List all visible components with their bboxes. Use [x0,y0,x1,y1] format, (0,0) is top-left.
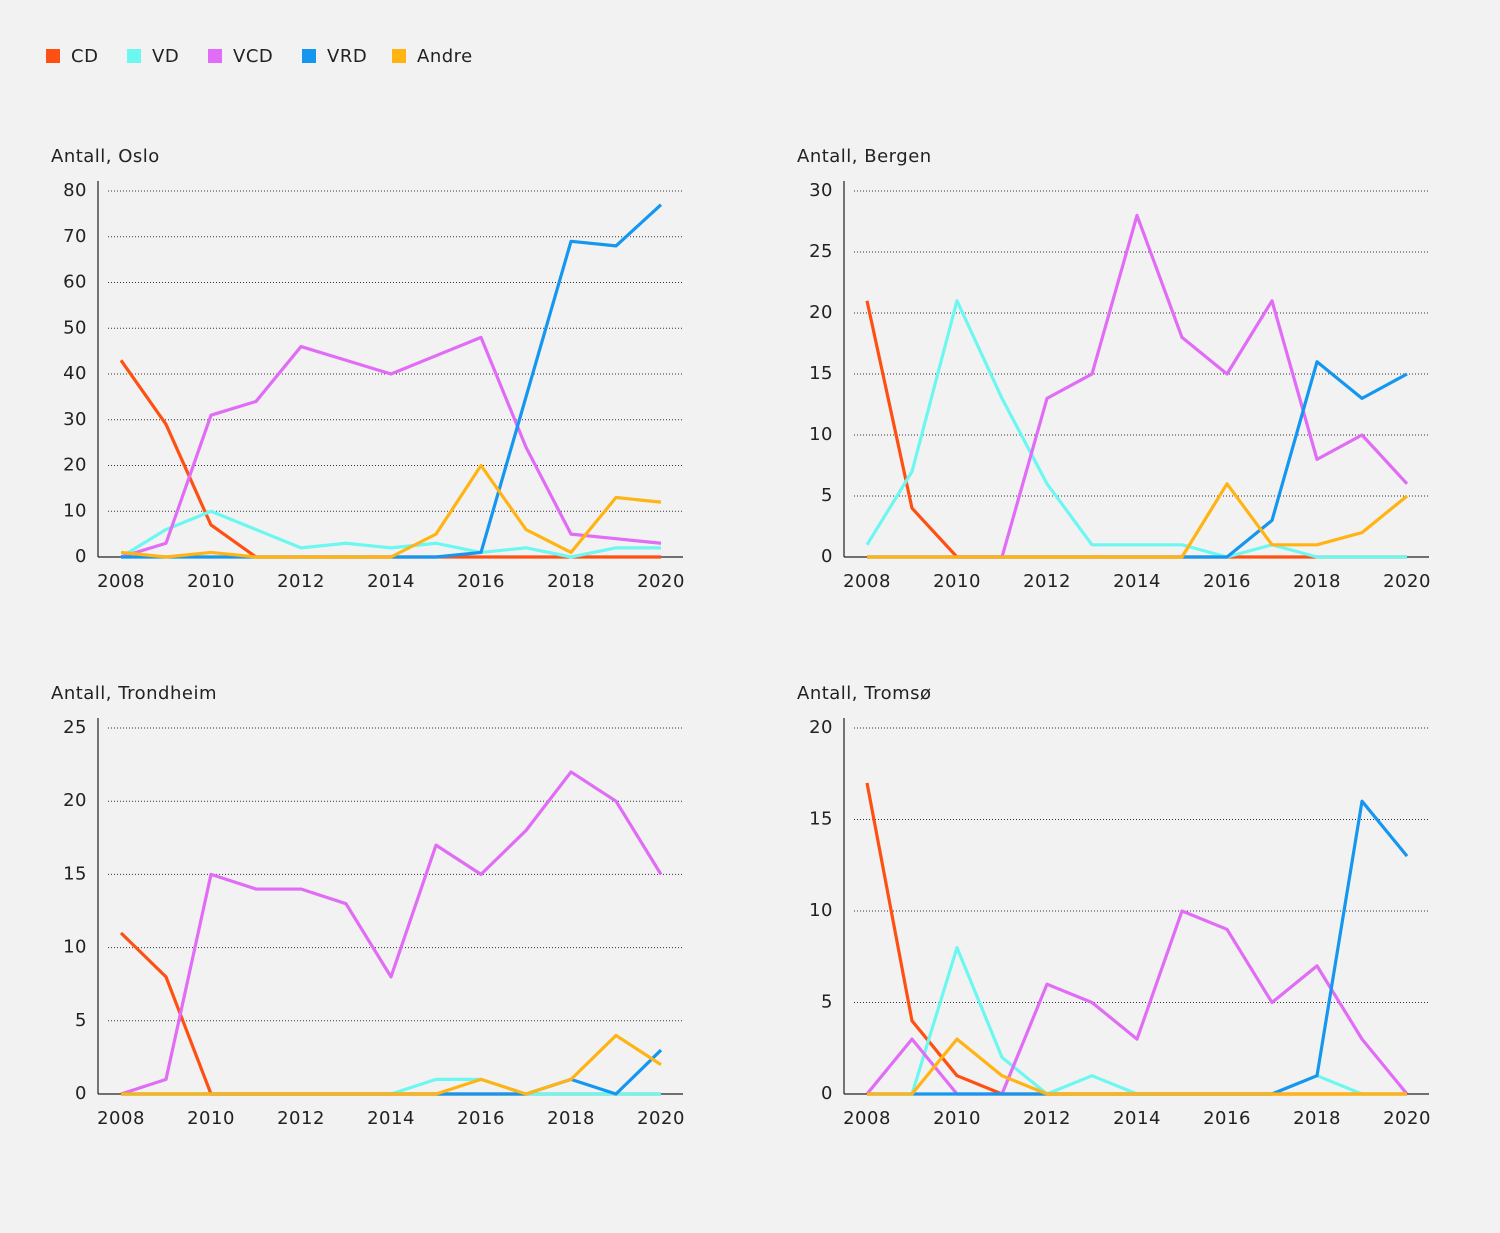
y-tick-label: 15 [809,363,833,384]
y-tick-label: 10 [809,424,833,445]
x-tick-label: 2016 [1203,1108,1251,1129]
x-tick-label: 2020 [1383,1108,1431,1129]
y-tick-label: 80 [63,180,87,201]
y-tick-label: 60 [63,272,87,293]
y-tick-label: 5 [821,485,833,506]
series-line [865,782,1407,1096]
y-tick-label: 40 [63,363,87,384]
y-tick-label: 15 [63,863,87,884]
legend-label: VRD [327,46,367,67]
x-tick-label: 2010 [933,1108,981,1129]
y-tick-label: 20 [63,790,87,811]
series-line [121,1033,662,1096]
series-line [867,1037,1407,1096]
series-line [867,213,1409,559]
legend-swatch [302,49,316,63]
x-tick-label: 2010 [187,1108,235,1129]
x-tick-label: 2010 [187,571,235,592]
x-tick-label: 2016 [457,1108,505,1129]
series-line [120,335,662,559]
y-tick-label: 20 [809,717,833,738]
x-tick-label: 2018 [547,1108,595,1129]
x-tick-label: 2020 [637,1108,685,1129]
x-tick-label: 2012 [277,571,325,592]
x-tick-label: 2008 [97,571,145,592]
y-tick-label: 20 [63,455,87,476]
x-tick-label: 2018 [1293,571,1341,592]
x-tick-label: 2008 [843,571,891,592]
y-tick-label: 5 [821,992,833,1013]
x-tick-label: 2014 [367,1108,415,1129]
y-tick-label: 25 [63,717,87,738]
chart-title: Antall, Bergen [797,146,932,167]
x-tick-label: 2020 [637,571,685,592]
x-tick-label: 2016 [1203,571,1251,592]
x-tick-label: 2010 [933,571,981,592]
y-tick-label: 25 [809,241,833,262]
y-tick-label: 0 [75,1083,87,1104]
series-line [119,359,661,559]
y-tick-label: 0 [821,1083,833,1104]
series-line [120,770,663,1096]
y-tick-label: 20 [809,302,833,323]
series-line [867,482,1409,559]
x-tick-label: 2018 [547,571,595,592]
y-tick-label: 10 [809,900,833,921]
series-line [120,463,662,559]
x-tick-label: 2014 [1113,571,1161,592]
x-tick-label: 2020 [1383,571,1431,592]
x-tick-label: 2008 [843,1108,891,1129]
y-tick-label: 0 [75,546,87,567]
legend-swatch [208,49,222,63]
legend-label: VD [152,46,179,67]
legend-label: VCD [233,46,273,67]
x-tick-label: 2016 [457,571,505,592]
x-tick-label: 2008 [97,1108,145,1129]
y-tick-label: 0 [821,546,833,567]
chart-title: Antall, Tromsø [797,683,932,704]
legend-label: Andre [417,46,473,67]
series-line [865,299,1407,559]
chart-title: Antall, Oslo [51,146,160,167]
y-tick-label: 5 [75,1010,87,1031]
x-tick-label: 2014 [1113,1108,1161,1129]
x-tick-label: 2012 [1023,1108,1071,1129]
series-line [867,360,1408,559]
x-tick-label: 2018 [1293,1108,1341,1129]
chart-title: Antall, Trondheim [51,683,217,704]
series-line [120,509,661,559]
legend-swatch [392,49,406,63]
y-tick-label: 10 [63,500,87,521]
y-tick-label: 10 [63,937,87,958]
legend-swatch [127,49,141,63]
x-tick-label: 2012 [1023,571,1071,592]
y-tick-label: 30 [63,409,87,430]
y-tick-label: 15 [809,809,833,830]
x-tick-label: 2014 [367,571,415,592]
legend-swatch [46,49,60,63]
y-tick-label: 30 [809,180,833,201]
y-tick-label: 50 [63,317,87,338]
x-tick-label: 2012 [277,1108,325,1129]
legend-label: CD [71,46,98,67]
y-tick-label: 70 [63,226,87,247]
